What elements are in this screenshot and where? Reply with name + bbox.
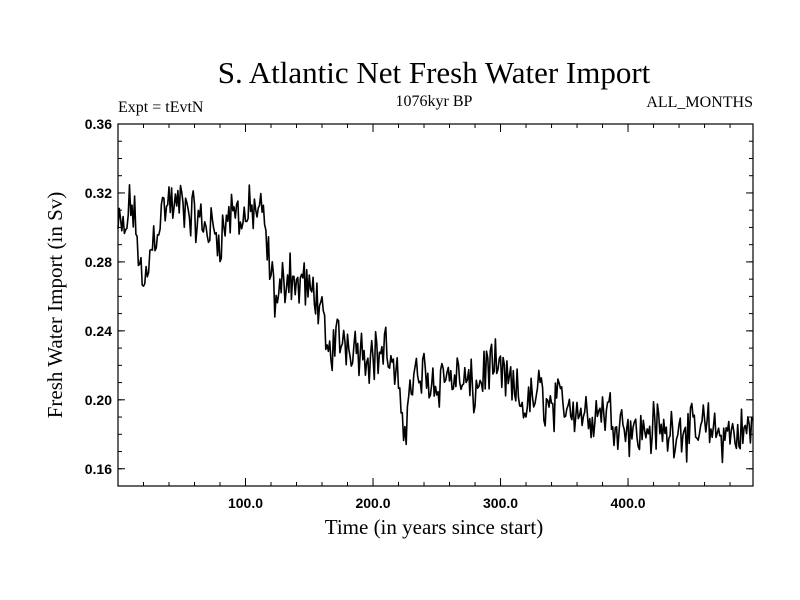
x-tick-label: 400.0 bbox=[611, 495, 646, 511]
y-axis-ticks: 0.16 0.20 0.24 0.28 0.32 0.36 bbox=[85, 116, 753, 487]
chart-title: S. Atlantic Net Fresh Water Import bbox=[218, 55, 651, 90]
experiment-label: Expt = tEvtN bbox=[118, 99, 204, 116]
y-tick-label: 0.16 bbox=[85, 461, 112, 477]
months-label: ALL_MONTHS bbox=[646, 94, 753, 111]
x-axis-ticks: 100.0 200.0 300.0 400.0 bbox=[117, 124, 731, 511]
period-label: 1076kyr BP bbox=[396, 93, 473, 110]
plot-area: 0.16 0.20 0.24 0.28 0.32 0.36 100.0 200.0 300.0… bbox=[85, 116, 754, 511]
x-tick-label: 200.0 bbox=[355, 495, 390, 511]
y-axis-label: Fresh Water Import (in Sv) bbox=[43, 192, 67, 419]
x-axis-label: Time (in years since start) bbox=[325, 515, 544, 539]
series-layer bbox=[117, 184, 754, 464]
series-line bbox=[117, 184, 754, 464]
y-tick-label: 0.24 bbox=[85, 323, 112, 339]
y-tick-label: 0.36 bbox=[85, 116, 112, 132]
x-tick-label: 300.0 bbox=[483, 495, 518, 511]
y-tick-label: 0.28 bbox=[85, 254, 112, 270]
y-tick-label: 0.32 bbox=[85, 185, 112, 201]
y-tick-label: 0.20 bbox=[85, 392, 112, 408]
plot-frame bbox=[117, 123, 754, 487]
x-tick-label: 100.0 bbox=[228, 495, 263, 511]
